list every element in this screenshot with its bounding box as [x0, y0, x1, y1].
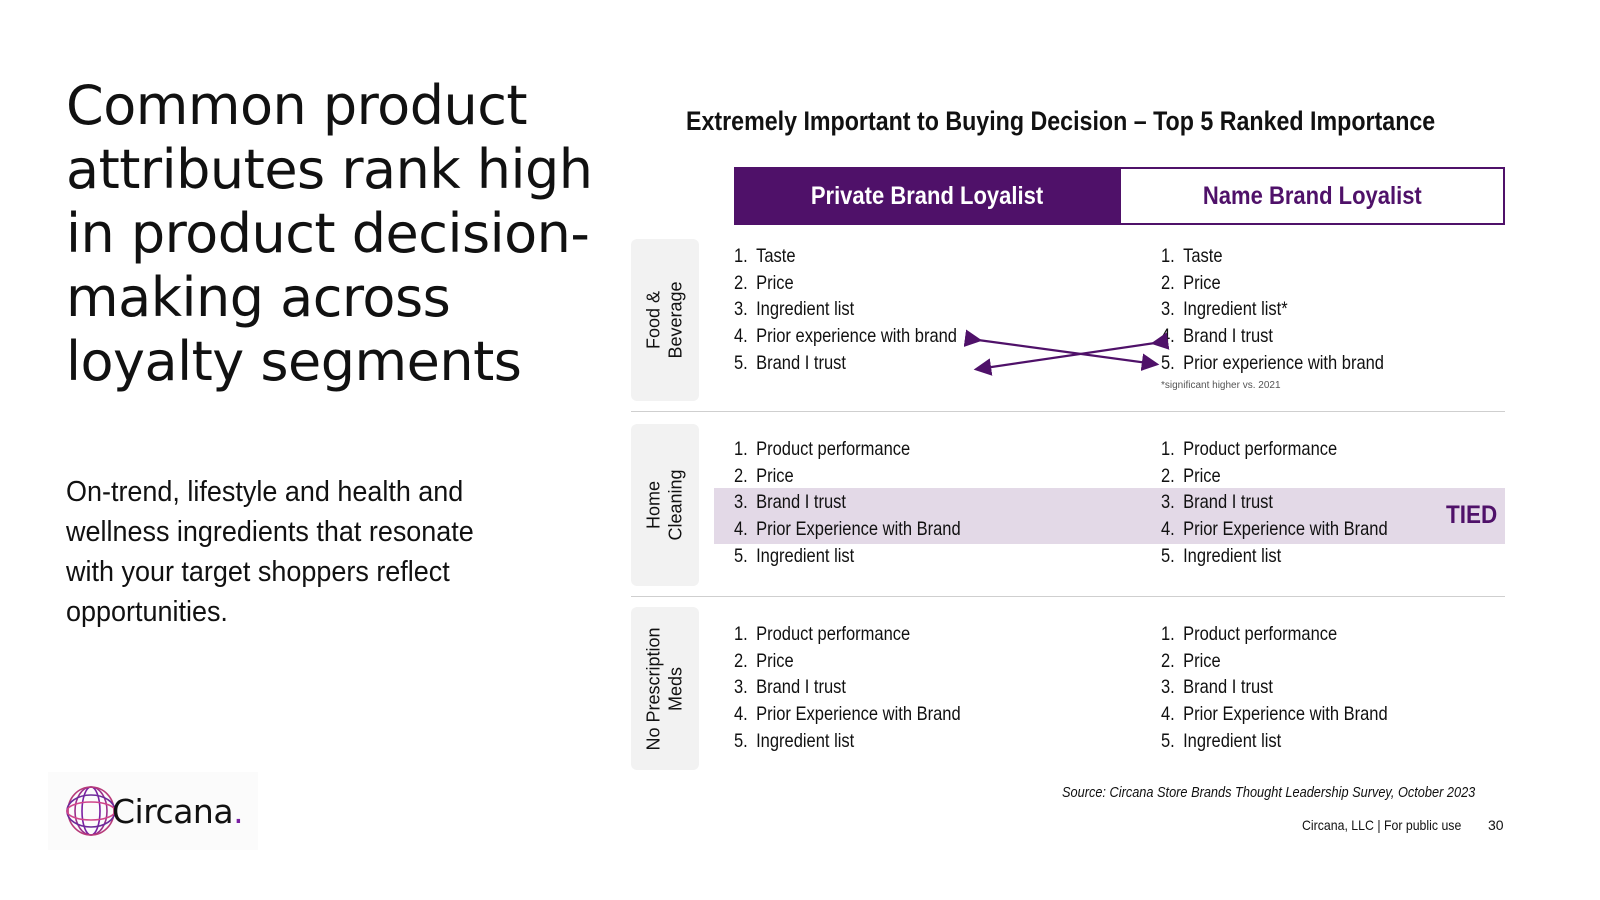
category-food-beverage: Food & Beverage [631, 239, 699, 401]
ranking-list-private-food: 1. Taste 2. Price 3. Ingredient list 4. Prio… [734, 243, 1154, 376]
list-item: 3. Brand I trust [1161, 491, 1273, 514]
legal-note: Circana, LLC | For public use [1302, 817, 1462, 833]
list-item: 3. Ingredient list* [1161, 298, 1288, 321]
list-item: 1. Taste [734, 245, 796, 267]
category-label: Food & Beverage [644, 281, 686, 359]
ranking-list-private-home: 1. Product performance 2. Price 3. Brand I … [734, 436, 1154, 569]
section-divider [631, 411, 1505, 412]
source-note: Source: Circana Store Brands Thought Lea… [1062, 785, 1476, 801]
chart-title: Extremely Important to Buying Decision –… [686, 106, 1436, 136]
list-item: 5. Ingredient list [1161, 544, 1282, 567]
circana-rings-icon [66, 786, 116, 836]
category-home-cleaning: Home Cleaning [631, 424, 699, 586]
list-item: 5. Ingredient list [734, 544, 855, 567]
tied-highlight-band [714, 488, 1505, 544]
list-item: 4. Prior Experience with Brand [734, 703, 961, 726]
ranking-list-name-home: 1. Product performance 2. Price 3. Brand I … [1161, 436, 1581, 569]
list-item: 3. Brand I trust [1161, 676, 1273, 699]
list-item: 1. Product performance [734, 438, 911, 460]
list-item: 4. Prior Experience with Brand [734, 518, 961, 541]
ranking-list-private-meds: 1. Product performance 2. Price 3. Brand I … [734, 621, 1154, 754]
list-item: 2. Price [1161, 464, 1221, 487]
list-item: 5. Ingredient list [734, 729, 855, 752]
list-item: 4. Prior Experience with Brand [1161, 703, 1388, 726]
column-header-name-brand: Name Brand Loyalist [1119, 167, 1505, 225]
circana-logo: Circana. [48, 772, 258, 850]
list-item: 5. Ingredient list [1161, 729, 1282, 752]
category-no-prescription-meds: No Prescription Meds [631, 607, 699, 770]
list-item: 3. Brand I trust [734, 676, 846, 699]
section-divider [631, 596, 1505, 597]
list-item: 3. Brand I trust [734, 491, 846, 514]
list-item: 5. Prior experience with brand [1161, 351, 1384, 374]
category-label: Home Cleaning [644, 469, 686, 541]
list-item: 1. Product performance [734, 623, 911, 645]
page-number: 30 [1488, 817, 1504, 833]
list-item: 1. Product performance [1161, 623, 1338, 645]
list-item: 2. Price [734, 271, 794, 294]
ranking-list-name-food: 1. Taste 2. Price 3. Ingredient list* 4. Bra… [1161, 243, 1581, 376]
logo-text: Circana. [112, 791, 244, 831]
ranking-list-name-meds: 1. Product performance 2. Price 3. Brand I … [1161, 621, 1581, 754]
list-item: 3. Ingredient list [734, 298, 855, 321]
list-item: 2. Price [1161, 649, 1221, 672]
list-item: 4. Prior Experience with Brand [1161, 518, 1388, 541]
page-subtitle: On-trend, lifestyle and health and welln… [66, 476, 474, 628]
list-item: 2. Price [734, 649, 794, 672]
column-header-private-label: Private Brand Loyalist [810, 181, 1044, 210]
list-item: 4. Prior experience with brand [734, 325, 957, 348]
footnote: *significant higher vs. 2021 [1161, 380, 1281, 391]
list-item: 1. Product performance [1161, 438, 1338, 460]
list-item: 1. Taste [1161, 245, 1223, 267]
list-item: 4. Brand I trust [1161, 325, 1273, 348]
category-label: No Prescription Meds [644, 626, 687, 751]
list-item: 5. Brand I trust [734, 351, 846, 374]
column-header-name-label: Name Brand Loyalist [1202, 181, 1422, 210]
tied-label: TIED [1446, 501, 1498, 529]
column-header-private-brand: Private Brand Loyalist [734, 167, 1120, 225]
list-item: 2. Price [734, 464, 794, 487]
list-item: 2. Price [1161, 271, 1221, 294]
page-title: Common product attributes rank high in p… [66, 74, 593, 393]
